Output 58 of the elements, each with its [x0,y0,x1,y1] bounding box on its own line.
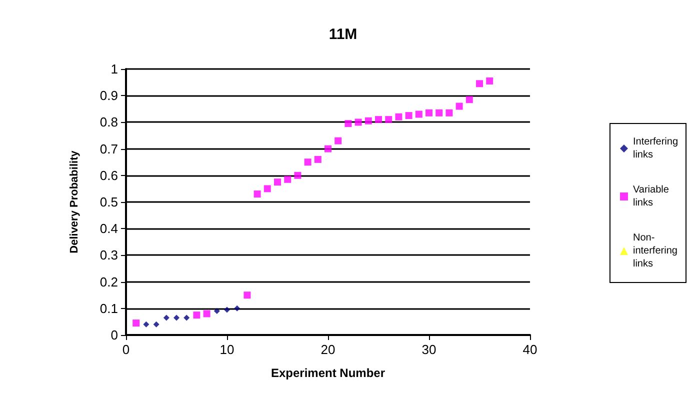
point [254,190,261,198]
chart-title: 11M [328,26,358,43]
point [426,109,432,116]
y-tick-label: 0 [110,328,118,342]
point [174,314,180,321]
point [436,109,443,116]
point [486,77,494,84]
legend-label: Variable links [632,184,670,208]
point [294,172,302,179]
point [214,308,220,314]
y-tick-label: 0.6 [100,168,118,183]
y-tick-label: 0.1 [100,300,118,316]
point [354,118,362,126]
point [203,310,210,318]
point [344,120,352,128]
y-tick-label: 0.7 [100,141,118,156]
x-tick-label: 30 [422,342,436,357]
point [284,176,292,183]
point [163,314,170,321]
point [466,96,473,104]
x-tick-label: 0 [122,342,130,357]
point [415,110,422,118]
point [244,292,251,299]
y-tick-label: 0.4 [100,221,118,236]
x-tick-label: 20 [320,342,336,357]
x-tick-label: 10 [220,342,234,357]
point [193,312,200,319]
y-tick-label: 0.2 [100,274,118,290]
x-axis-title: Experiment Number [270,366,386,380]
point [456,102,463,110]
point [184,314,190,321]
legend-label: Non-interfering links [632,232,678,270]
point [274,178,281,186]
y-tick-label: 1 [110,62,118,76]
point [375,116,382,124]
point [224,306,230,313]
point [395,113,402,120]
point [132,320,140,327]
point [476,80,483,88]
point [334,137,342,144]
point [143,321,150,328]
y-tick-label: 0.3 [100,248,118,263]
point [264,185,271,192]
point [314,156,322,163]
y-tick-label: 0.8 [100,114,118,130]
y-tick-label: 0.5 [100,194,118,210]
point [304,158,312,166]
point [385,116,392,124]
x-tick-label: 40 [522,342,538,357]
point [446,109,453,116]
legend-label: Interfering links [632,136,678,160]
point [234,305,240,312]
y-axis-title: Delivery Probability [68,150,80,254]
point [324,145,332,152]
point [153,321,160,328]
point [364,117,372,124]
y-tick-label: 0.9 [100,88,118,104]
point [405,112,412,120]
